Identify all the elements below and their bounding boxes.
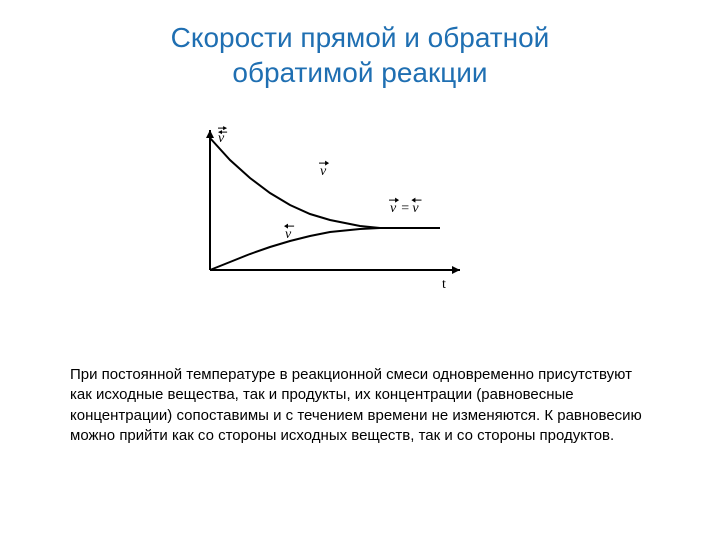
chart-svg: vtvvv=v	[180, 120, 480, 295]
svg-text:v: v	[320, 164, 327, 179]
svg-text:v: v	[390, 201, 397, 216]
page-title: Скорости прямой и обратной обратимой реа…	[0, 20, 720, 90]
slide: Скорости прямой и обратной обратимой реа…	[0, 0, 720, 540]
svg-text:=: =	[401, 201, 409, 216]
title-line-2: обратимой реакции	[232, 57, 487, 88]
svg-text:v: v	[412, 201, 419, 216]
body-paragraph: При постоянной температуре в реакционной…	[70, 365, 650, 446]
title-line-1: Скорости прямой и обратной	[171, 22, 550, 53]
svg-text:t: t	[442, 277, 446, 292]
svg-text:v: v	[285, 227, 292, 242]
svg-text:v: v	[218, 131, 225, 146]
reaction-rate-chart: vtvvv=v	[180, 120, 480, 295]
